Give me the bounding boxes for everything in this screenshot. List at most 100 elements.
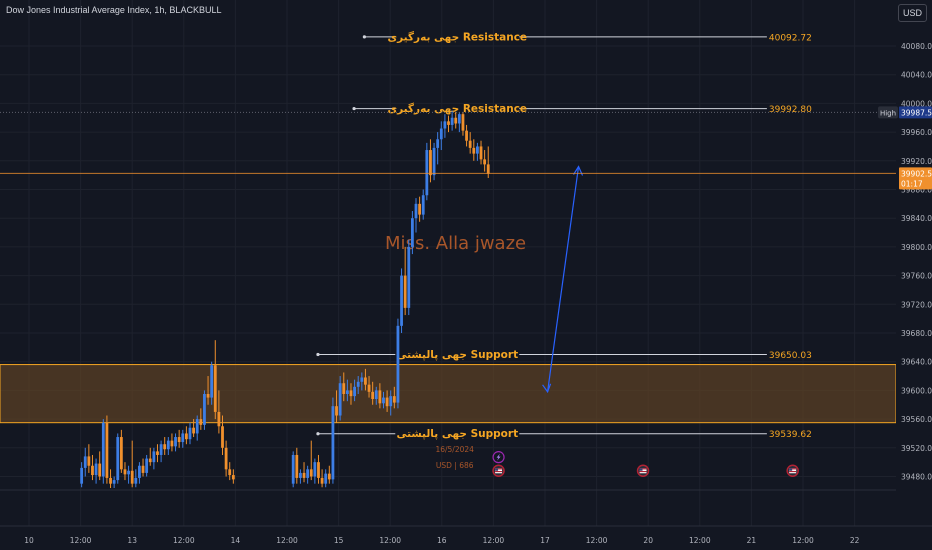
candle-body [184, 433, 188, 440]
current-price-box [899, 167, 932, 190]
price-tick-label: 39680.00 [901, 329, 932, 338]
price-tick-label: 39840.00 [901, 214, 932, 223]
currency-button[interactable]: USD [898, 4, 927, 22]
candle-body [141, 465, 145, 473]
bar-countdown: 01:17 [901, 179, 923, 188]
level-label: جهى پالپشتى Support [396, 428, 518, 440]
price-tick-label: 39560.00 [901, 415, 932, 424]
arrow-tail [542, 383, 552, 394]
candle-body [378, 390, 382, 404]
candle-body [98, 463, 102, 477]
candle-body [353, 386, 356, 397]
candle-body [199, 419, 203, 425]
event-text: USD | 686 [436, 461, 474, 470]
current-price-value: 39902.55 [901, 169, 932, 178]
candle-body [443, 121, 447, 129]
price-tick-label: 39600.00 [901, 386, 932, 395]
candle-body [163, 444, 167, 450]
time-tick-label: 12:00 [276, 536, 298, 545]
candle-body [295, 454, 299, 478]
price-tick-label: 40040.00 [901, 71, 932, 80]
candle-body [291, 454, 295, 484]
candle-body [217, 411, 221, 427]
candle-body [105, 422, 109, 478]
candle-body [320, 477, 324, 484]
level-value: 39992.80 [769, 105, 812, 115]
candle-body [472, 147, 476, 154]
time-tick-label: 12:00 [173, 536, 195, 545]
candle-body [418, 203, 422, 215]
candle-body [170, 440, 174, 447]
price-tick-label: 39800.00 [901, 243, 932, 252]
arrow-head [573, 165, 584, 176]
candle-body [476, 146, 479, 154]
candle-body [454, 117, 458, 124]
candle-body [338, 383, 342, 416]
flag-icon[interactable] [786, 464, 799, 478]
candle-body [231, 475, 235, 480]
price-tick-label: 40080.00 [901, 42, 932, 51]
price-tick-label: 39720.00 [901, 300, 932, 309]
candle-body [221, 426, 224, 448]
candle-body [213, 365, 217, 412]
candle-body [414, 203, 418, 219]
candle-body [127, 470, 130, 475]
candle-body [356, 381, 360, 387]
candle-body [479, 146, 483, 160]
high-label-text: High [880, 109, 896, 117]
level-anchor [362, 35, 366, 39]
flag-icon[interactable] [636, 464, 650, 478]
candle-body [119, 437, 123, 470]
candle-body [371, 391, 375, 400]
candle-body [299, 472, 302, 478]
price-tick-label: 40000.00 [901, 99, 932, 108]
price-tick-label: 39480.00 [901, 473, 932, 482]
level-label: جهى بەرگیرى Resistance [387, 30, 527, 43]
price-axis[interactable] [896, 0, 932, 550]
level-anchor [316, 352, 320, 357]
level-lines: جهى بەرگیرى Resistance 40092.72 جهى بەرگیر… [316, 30, 812, 440]
candle-body [228, 469, 232, 476]
candle-body [156, 451, 159, 455]
candle-body [432, 147, 436, 176]
candle-body [123, 469, 127, 475]
candle-body [83, 456, 87, 468]
candle-body [483, 159, 487, 165]
time-tick-label: 12:00 [689, 536, 711, 545]
candle-body [166, 440, 170, 450]
chart-title: Dow Jones Industrial Average Index, 1h, … [6, 5, 222, 15]
support-zone [0, 364, 897, 424]
flag-icon[interactable] [492, 464, 505, 478]
event-text: 16/5/2024 [435, 445, 474, 454]
level-value: 39650.03 [769, 351, 812, 361]
level-label: جهى پالپشتى Support [396, 349, 518, 361]
high-value-box [899, 106, 932, 119]
candle-body [210, 365, 214, 398]
time-tick-label: 21 [747, 536, 757, 545]
price-tick-label: 39880.00 [901, 186, 932, 195]
event-markers: 16/5/2024 USD | 686 [435, 445, 799, 478]
level-anchor [316, 432, 320, 436]
candle-body [486, 164, 490, 174]
time-tick-label: 15 [334, 536, 344, 545]
level-anchor [352, 106, 356, 111]
arrow-shaft [546, 166, 580, 392]
candle-body [159, 444, 163, 455]
high-value-text: 39987.55 [901, 108, 932, 117]
candle-body [429, 150, 432, 176]
candle-body [177, 437, 181, 443]
candle-body [306, 469, 310, 478]
time-tick-label: 16 [437, 536, 447, 545]
candle-body [465, 130, 468, 141]
candle-body [392, 396, 396, 403]
price-tick-label: 39760.00 [901, 272, 932, 281]
candle-body [181, 433, 185, 443]
candle-body [174, 437, 177, 447]
candle-body [345, 390, 349, 394]
time-tick-label: 14 [231, 536, 241, 545]
candle-body [87, 456, 91, 466]
time-axis[interactable]: 10 12:00 13 12:00 14 12:00 15 12:00 16 12:00 17 12:… [24, 536, 859, 545]
candle-body [374, 390, 378, 400]
lightning-icon[interactable] [492, 451, 505, 464]
